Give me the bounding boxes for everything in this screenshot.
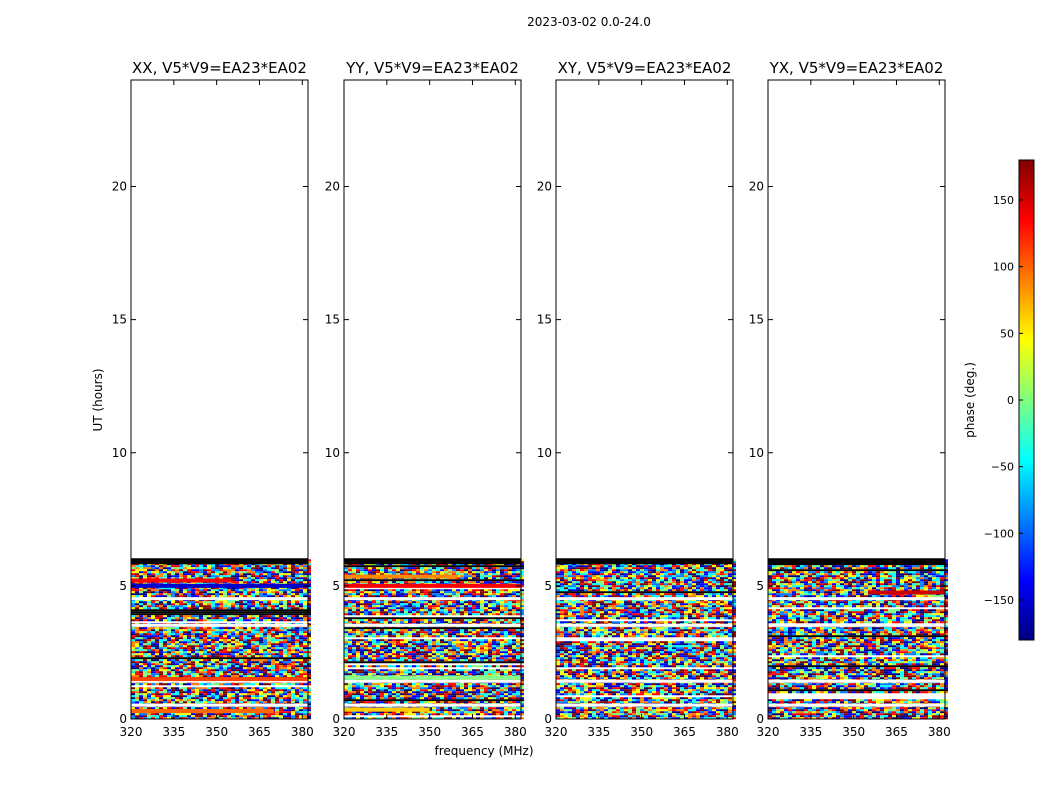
phase-stripe	[344, 707, 430, 712]
heatmap-image	[556, 559, 736, 720]
colorbar-tick-label: 150	[993, 194, 1014, 207]
phase-stripe	[344, 675, 521, 680]
heatmap-image	[131, 559, 311, 720]
y-tick-label: 10	[325, 446, 340, 460]
x-tick-label: 380	[504, 725, 527, 739]
phase-stripe	[131, 578, 231, 583]
gap-row	[768, 623, 945, 627]
x-tick-label: 335	[799, 725, 822, 739]
top-band	[768, 558, 945, 565]
y-tick-label: 20	[325, 180, 340, 194]
axes-frame	[343, 79, 522, 720]
y-tick-label: 20	[112, 180, 127, 194]
gap-row	[131, 679, 308, 683]
x-tick-label: 350	[842, 725, 865, 739]
gap-row	[131, 623, 308, 627]
panel-title: XY, V5*V9=EA23*EA02	[558, 59, 732, 77]
y-tick-label: 5	[544, 579, 552, 593]
y-tick-label: 10	[112, 446, 127, 460]
y-tick-label: 20	[749, 180, 764, 194]
x-tick-label: 335	[162, 725, 185, 739]
x-tick-label: 365	[461, 725, 484, 739]
y-tick-label: 10	[537, 446, 552, 460]
x-tick-label: 320	[120, 725, 143, 739]
x-tick-label: 350	[418, 725, 441, 739]
y-tick-label: 15	[325, 313, 340, 327]
gap-row	[556, 623, 733, 627]
x-tick-label: 350	[205, 725, 228, 739]
gap-row	[768, 703, 945, 707]
panel-0: XX, V5*V9=EA23*EA02 320 335 350 365 380 0 5 10 15…	[112, 59, 314, 739]
panel-3: YX, V5*V9=EA23*EA02 320 335 350 365 380 0 5 10 15…	[749, 59, 951, 739]
x-tick-label: 335	[375, 725, 398, 739]
heatmap-image	[344, 559, 524, 720]
figure-suptitle: 2023-03-02 0.0-24.0	[527, 15, 651, 29]
y-tick-label: 5	[332, 579, 340, 593]
x-tick-label: 335	[587, 725, 610, 739]
y-tick-label: 5	[756, 579, 764, 593]
colorbar: 150 100 50 0 −50 −100 −150	[984, 159, 1035, 641]
colorbar-tick-label: −100	[984, 527, 1014, 540]
panel-title: YY, V5*V9=EA23*EA02	[345, 59, 519, 77]
y-tick-label: 0	[544, 712, 552, 726]
panel-2: XY, V5*V9=EA23*EA02 320 335 350 365 380 0 5 10 15…	[537, 59, 739, 739]
panels-group: XX, V5*V9=EA23*EA02 320 335 350 365 380 0 5 10 15…	[112, 59, 951, 739]
axes-frame	[130, 79, 309, 720]
x-tick-label: 380	[928, 725, 951, 739]
gap-row	[131, 597, 308, 601]
panel-1: YY, V5*V9=EA23*EA02 320 335 350 365 380 0 5 10 15…	[325, 59, 527, 739]
y-tick-label: 0	[119, 712, 127, 726]
top-band	[344, 558, 521, 565]
colorbar-tick-label: −50	[991, 461, 1014, 474]
gap-row	[556, 597, 733, 601]
y-tick-label: 20	[537, 180, 552, 194]
y-axis-label: UT (hours)	[91, 368, 105, 431]
panel-title: YX, V5*V9=EA23*EA02	[769, 59, 944, 77]
colorbar-tick-label: 0	[1007, 394, 1014, 407]
gap-row	[556, 703, 733, 707]
phase-stripe	[867, 590, 945, 595]
y-tick-label: 5	[119, 579, 127, 593]
y-tick-label: 0	[332, 712, 340, 726]
gap-row	[131, 703, 308, 707]
x-tick-label: 320	[333, 725, 356, 739]
gap-row	[556, 679, 733, 683]
y-tick-label: 0	[756, 712, 764, 726]
gap-row	[344, 679, 521, 683]
colorbar-tick-label: 100	[993, 261, 1014, 274]
heatmap-image	[768, 559, 948, 720]
x-tick-label: 380	[716, 725, 739, 739]
x-tick-label: 320	[757, 725, 780, 739]
phase-stripe	[131, 583, 308, 588]
x-tick-label: 365	[673, 725, 696, 739]
phase-stripe	[344, 583, 521, 588]
x-tick-label: 350	[630, 725, 653, 739]
axes-frame	[555, 79, 734, 720]
phase-stripe	[131, 709, 274, 714]
x-tick-label: 365	[885, 725, 908, 739]
phase-stripe	[344, 574, 459, 579]
x-tick-label: 380	[291, 725, 314, 739]
top-band	[131, 558, 308, 565]
gap-row	[344, 623, 521, 627]
x-axis-label: frequency (MHz)	[434, 744, 533, 758]
top-band	[556, 558, 733, 565]
y-tick-label: 15	[749, 313, 764, 327]
axes-frame	[767, 79, 946, 720]
colorbar-tick-label: −150	[984, 594, 1014, 607]
y-tick-label: 10	[749, 446, 764, 460]
gap-row	[768, 679, 945, 683]
colorbar-tick-label: 50	[1000, 327, 1014, 340]
gap-row	[768, 597, 945, 601]
phase-stripe	[131, 677, 308, 682]
x-tick-label: 365	[248, 725, 271, 739]
panel-title: XX, V5*V9=EA23*EA02	[132, 59, 307, 77]
x-tick-label: 320	[545, 725, 568, 739]
gap-row	[344, 703, 521, 707]
y-tick-label: 15	[537, 313, 552, 327]
y-tick-label: 15	[112, 313, 127, 327]
gap-row	[344, 597, 521, 601]
colorbar-label: phase (deg.)	[963, 362, 977, 438]
